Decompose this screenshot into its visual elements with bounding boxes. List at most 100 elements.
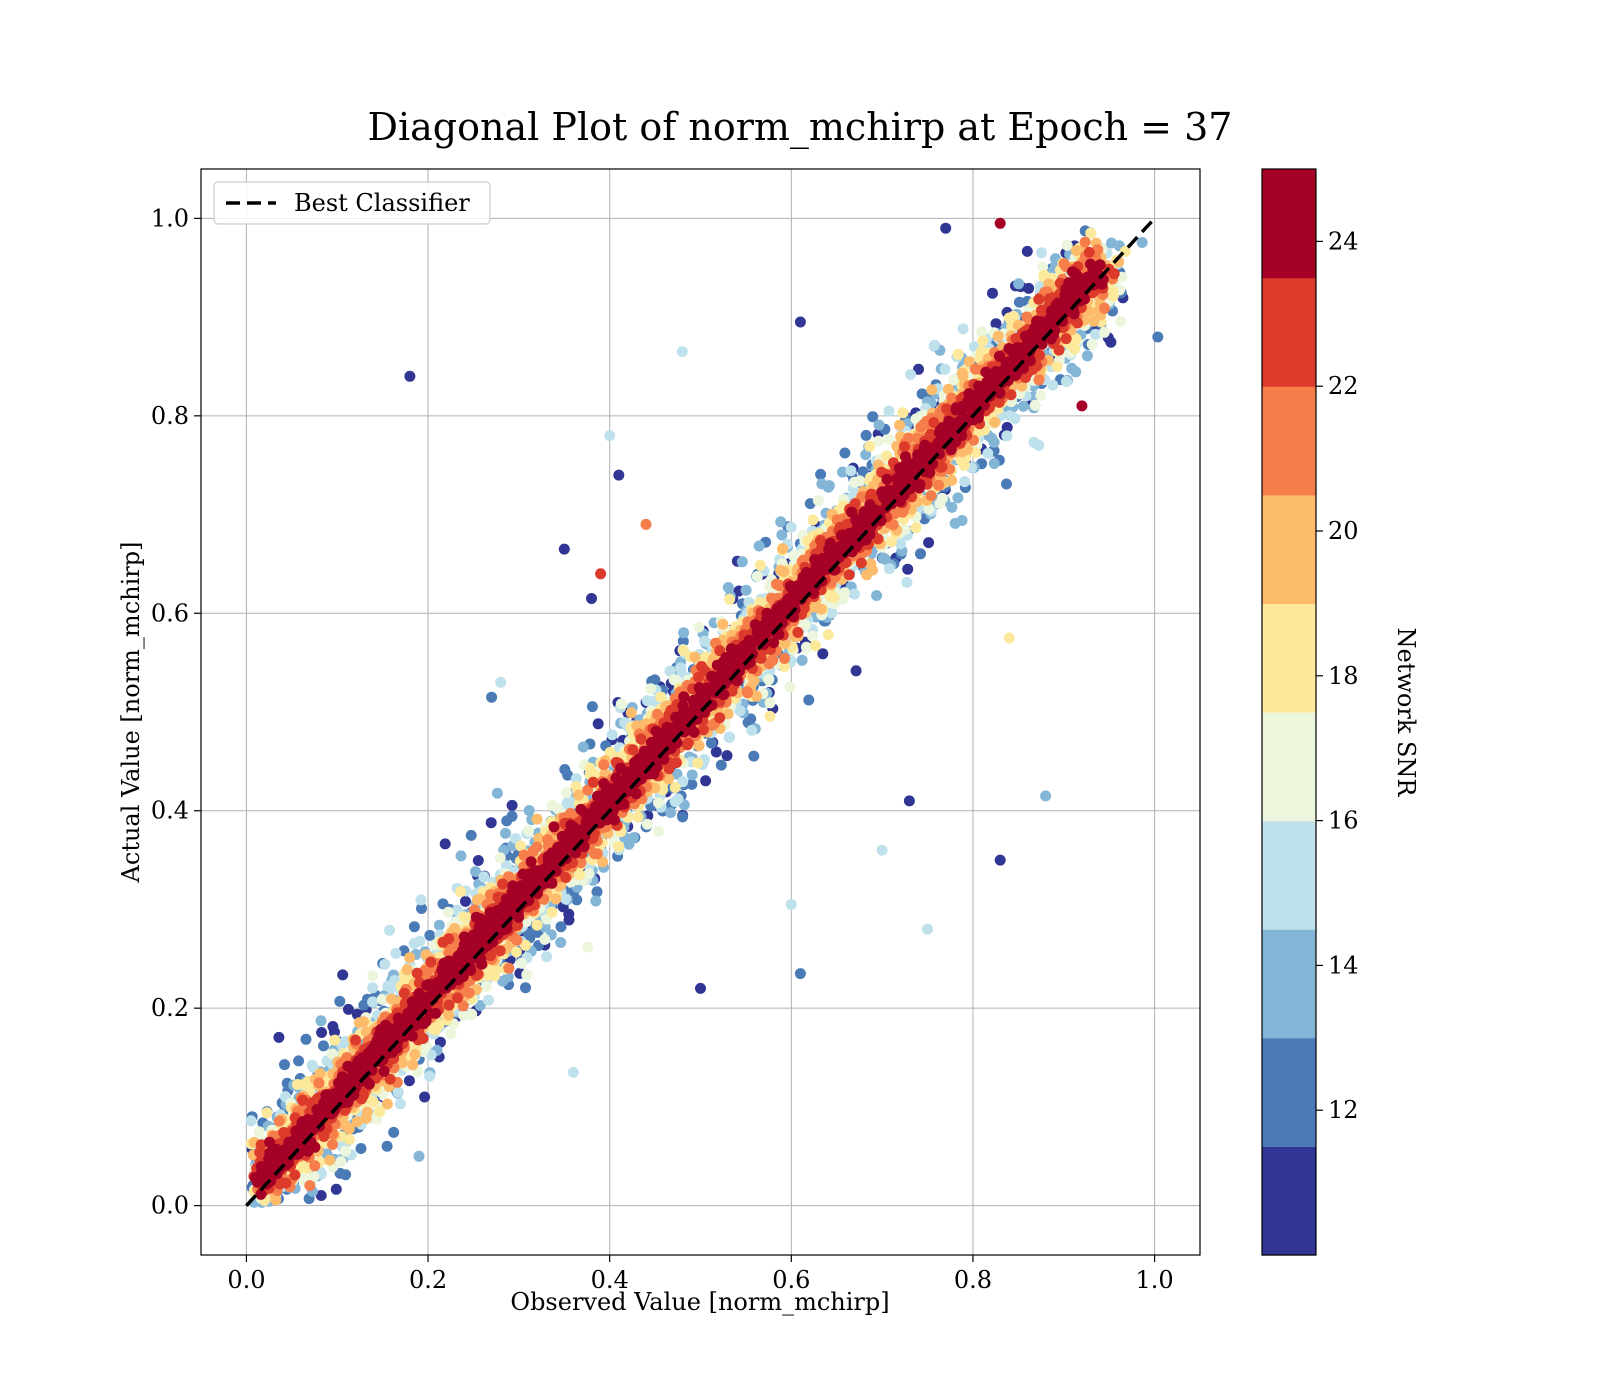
data-point <box>990 318 1002 330</box>
data-point <box>724 731 736 743</box>
data-point <box>478 871 490 883</box>
data-point <box>807 514 819 526</box>
data-point <box>571 894 583 906</box>
data-point <box>850 665 862 677</box>
data-point <box>1081 350 1093 362</box>
data-point <box>678 627 690 639</box>
data-point <box>1021 245 1033 257</box>
data-point <box>710 746 722 758</box>
data-point <box>531 813 543 825</box>
data-point <box>1060 376 1072 387</box>
data-point <box>404 952 416 964</box>
data-point <box>692 757 704 769</box>
data-point <box>645 683 657 695</box>
data-point <box>857 466 869 478</box>
data-point <box>1036 247 1047 259</box>
data-point <box>1001 478 1012 490</box>
data-point <box>485 817 497 829</box>
data-point <box>563 914 575 926</box>
data-point <box>1106 237 1117 249</box>
data-point <box>381 1098 393 1110</box>
data-point <box>465 829 477 841</box>
data-point <box>555 921 567 933</box>
data-point <box>1107 290 1119 302</box>
data-point <box>279 1059 290 1071</box>
data-point <box>823 480 835 492</box>
data-point <box>849 476 861 488</box>
data-point <box>1136 237 1148 248</box>
data-point <box>408 921 420 933</box>
data-point <box>1013 278 1025 290</box>
data-point <box>905 369 917 380</box>
data-point <box>1001 421 1013 433</box>
data-point <box>641 818 653 830</box>
data-point <box>334 995 346 1007</box>
data-point <box>442 906 454 918</box>
data-point <box>641 695 653 707</box>
data-point <box>541 951 552 963</box>
data-point <box>394 1098 406 1110</box>
data-point <box>335 1156 347 1168</box>
data-point <box>606 729 618 741</box>
data-point <box>337 969 349 981</box>
data-point <box>329 1026 340 1038</box>
data-point <box>913 363 924 375</box>
data-point <box>516 957 528 969</box>
data-point <box>506 799 518 811</box>
data-point <box>330 1183 342 1195</box>
data-point <box>873 419 885 431</box>
data-point <box>390 947 402 959</box>
data-point <box>555 937 567 948</box>
data-point <box>959 476 971 488</box>
data-point <box>776 529 788 541</box>
data-point <box>1013 296 1025 308</box>
data-point <box>491 787 503 799</box>
data-point <box>936 492 948 504</box>
data-point <box>433 919 445 931</box>
data-point <box>445 1028 457 1040</box>
data-point <box>686 769 698 781</box>
data-point <box>415 894 427 906</box>
data-point <box>419 1091 431 1103</box>
data-point <box>763 674 775 686</box>
data-point <box>946 501 958 513</box>
data-point <box>977 335 989 347</box>
data-point <box>988 458 1000 469</box>
data-point <box>901 576 913 588</box>
data-point <box>1023 282 1035 294</box>
data-point <box>388 1126 400 1138</box>
data-point <box>1098 326 1110 338</box>
data-point <box>1152 331 1164 343</box>
data-point <box>992 330 1004 342</box>
data-point <box>957 323 969 335</box>
data-point <box>1033 439 1045 451</box>
data-point <box>764 710 776 722</box>
data-point <box>455 886 467 898</box>
data-point <box>815 468 827 480</box>
data-point <box>724 593 736 605</box>
data-point <box>334 1167 346 1179</box>
data-point <box>403 1075 415 1087</box>
data-point <box>822 629 834 641</box>
data-point <box>923 537 935 549</box>
data-point <box>560 787 572 799</box>
data-point <box>677 635 689 647</box>
data-point <box>939 363 951 375</box>
data-point <box>613 841 625 853</box>
data-point <box>424 1070 436 1082</box>
data-point <box>414 935 426 947</box>
data-point <box>675 662 686 674</box>
data-point <box>677 811 689 823</box>
data-point <box>458 911 470 923</box>
data-point <box>1069 343 1081 355</box>
data-point <box>329 1034 341 1046</box>
data-point <box>483 994 494 1006</box>
data-point <box>693 740 705 752</box>
data-point <box>883 563 895 575</box>
data-point <box>700 775 712 787</box>
data-point <box>500 827 511 839</box>
data-point <box>715 759 727 771</box>
data-point <box>367 1096 379 1108</box>
data-point <box>384 924 395 936</box>
